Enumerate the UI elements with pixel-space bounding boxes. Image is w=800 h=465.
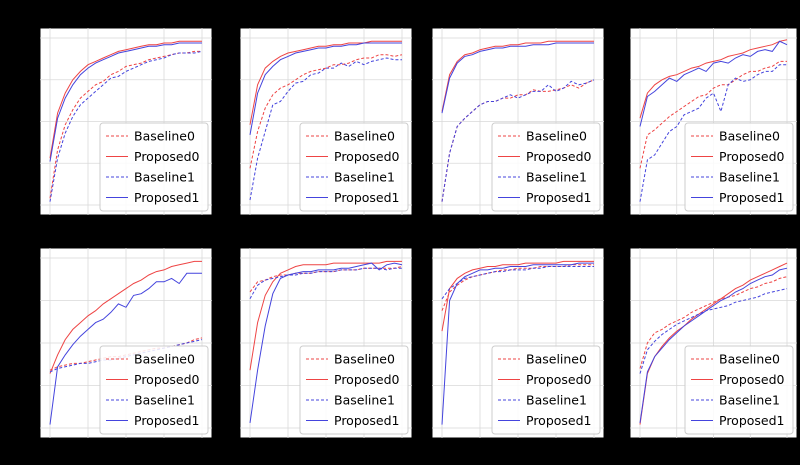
legend-label: Baseline0 bbox=[526, 129, 587, 144]
series-line-baseline1 bbox=[249, 57, 402, 201]
legend-label: Baseline1 bbox=[334, 170, 395, 185]
series-line-proposed0 bbox=[49, 260, 202, 374]
series-line-baseline0 bbox=[249, 54, 403, 169]
legend-label: Proposed0 bbox=[334, 149, 400, 164]
legend-label: Proposed0 bbox=[719, 372, 785, 387]
legend: Baseline0 Proposed0 Baseline1 Proposed1 bbox=[299, 345, 409, 435]
legend-label: Proposed1 bbox=[334, 190, 400, 205]
legend-box bbox=[299, 345, 409, 435]
series-line-proposed0 bbox=[639, 39, 788, 119]
legend-label: Baseline0 bbox=[334, 129, 395, 144]
legend-label: Proposed1 bbox=[134, 190, 200, 205]
series-line-proposed1 bbox=[639, 40, 788, 127]
series-line-proposed0 bbox=[441, 260, 594, 332]
legend: Baseline0 Proposed0 Baseline1 Proposed1 bbox=[491, 345, 601, 435]
legend-label: Proposed1 bbox=[526, 413, 592, 428]
series-line-proposed0 bbox=[249, 260, 402, 371]
legend-label: Baseline1 bbox=[719, 170, 780, 185]
series-line-baseline1 bbox=[639, 64, 787, 202]
series-line-proposed1 bbox=[639, 267, 788, 423]
legend-label: Baseline1 bbox=[526, 170, 587, 185]
series-line-proposed1 bbox=[249, 42, 402, 135]
legend-label: Proposed1 bbox=[134, 413, 200, 428]
legend-label: Proposed0 bbox=[334, 372, 400, 387]
series-line-proposed0 bbox=[249, 40, 402, 125]
legend-label: Proposed1 bbox=[334, 413, 400, 428]
legend-label: Baseline1 bbox=[526, 393, 587, 408]
legend-label: Baseline1 bbox=[719, 393, 780, 408]
series-line-proposed1 bbox=[49, 272, 202, 425]
series-line-proposed1 bbox=[441, 262, 594, 425]
legend-label: Proposed0 bbox=[526, 149, 592, 164]
legend-box bbox=[99, 122, 209, 212]
legend: Baseline0 Proposed0 Baseline1 Proposed1 bbox=[99, 122, 209, 212]
legend-box bbox=[684, 345, 794, 435]
legend-label: Proposed0 bbox=[134, 149, 200, 164]
legend: Baseline0 Proposed0 Baseline1 Proposed1 bbox=[684, 122, 794, 212]
series-line-proposed0 bbox=[441, 40, 594, 112]
legend-label: Baseline0 bbox=[719, 352, 780, 367]
legend-label: Baseline1 bbox=[134, 170, 195, 185]
subplot-1: Baseline0 Proposed0 Baseline1 Proposed1 bbox=[39, 27, 213, 216]
legend: Baseline0 Proposed0 Baseline1 Proposed1 bbox=[684, 345, 794, 435]
series-line-baseline0 bbox=[639, 60, 787, 169]
legend-label: Baseline0 bbox=[719, 129, 780, 144]
series-line-proposed1 bbox=[49, 42, 202, 162]
subplot-7: Baseline0 Proposed0 Baseline1 Proposed1 bbox=[431, 247, 605, 439]
series-line-baseline1 bbox=[639, 288, 788, 374]
legend-label: Proposed1 bbox=[719, 190, 785, 205]
legend-box bbox=[491, 345, 601, 435]
subplot-4: Baseline0 Proposed0 Baseline1 Proposed1 bbox=[629, 27, 798, 216]
legend-box bbox=[491, 122, 601, 212]
legend-label: Proposed1 bbox=[719, 413, 785, 428]
legend-label: Baseline0 bbox=[134, 129, 195, 144]
series-line-baseline0 bbox=[49, 50, 202, 199]
series-line-baseline0 bbox=[639, 276, 788, 369]
series-line-proposed0 bbox=[639, 262, 788, 425]
series-line-baseline1 bbox=[441, 266, 594, 300]
subplot-3: Baseline0 Proposed0 Baseline1 Proposed1 bbox=[431, 27, 605, 216]
series-line-proposed0 bbox=[49, 40, 202, 159]
series-line-proposed1 bbox=[249, 262, 403, 423]
series-line-baseline0 bbox=[49, 337, 203, 371]
series-line-baseline1 bbox=[441, 79, 595, 202]
series-line-baseline1 bbox=[49, 339, 203, 373]
subplot-5: Baseline0 Proposed0 Baseline1 Proposed1 bbox=[39, 247, 213, 439]
legend-label: Baseline1 bbox=[334, 393, 395, 408]
legend-label: Baseline0 bbox=[526, 352, 587, 367]
legend-label: Baseline0 bbox=[134, 352, 195, 367]
legend-box bbox=[684, 122, 794, 212]
subplot-2: Baseline0 Proposed0 Baseline1 Proposed1 bbox=[239, 27, 413, 216]
legend-label: Proposed1 bbox=[526, 190, 592, 205]
legend: Baseline0 Proposed0 Baseline1 Proposed1 bbox=[99, 345, 209, 435]
subplot-8: Baseline0 Proposed0 Baseline1 Proposed1 bbox=[629, 247, 798, 439]
legend: Baseline0 Proposed0 Baseline1 Proposed1 bbox=[299, 122, 409, 212]
legend-label: Proposed0 bbox=[134, 372, 200, 387]
legend-label: Proposed0 bbox=[719, 149, 785, 164]
legend-label: Baseline1 bbox=[134, 393, 195, 408]
legend-label: Baseline0 bbox=[334, 352, 395, 367]
legend-box bbox=[299, 122, 409, 212]
legend: Baseline0 Proposed0 Baseline1 Proposed1 bbox=[491, 122, 601, 212]
series-line-proposed1 bbox=[441, 42, 594, 114]
subplot-6: Baseline0 Proposed0 Baseline1 Proposed1 bbox=[239, 247, 413, 439]
legend-box bbox=[99, 345, 209, 435]
series-line-baseline0 bbox=[441, 264, 594, 311]
legend-label: Proposed0 bbox=[526, 372, 592, 387]
